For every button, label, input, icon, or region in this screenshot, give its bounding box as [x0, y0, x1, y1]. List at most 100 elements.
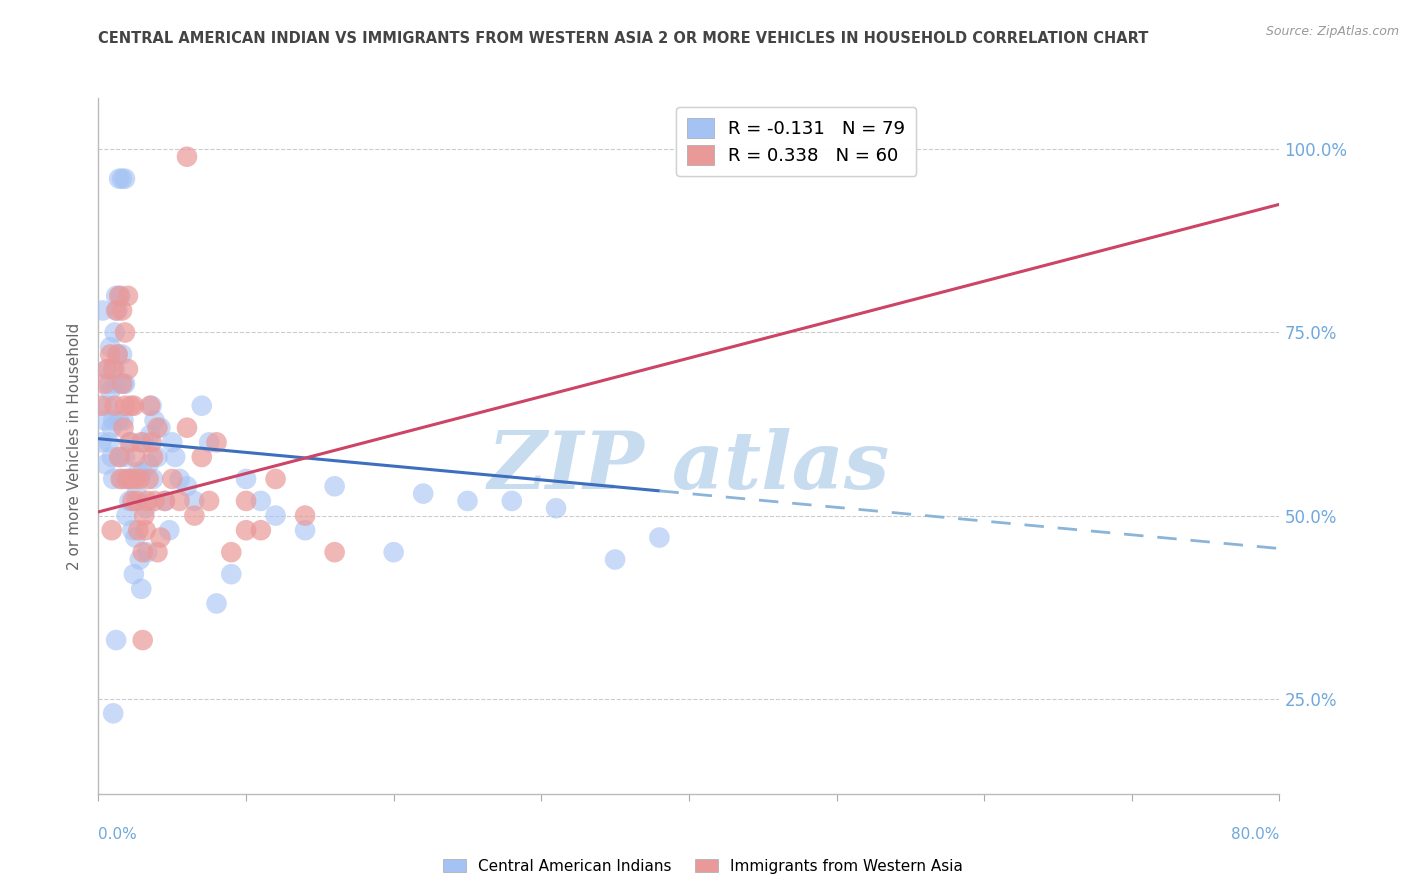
Point	[121, 494, 143, 508]
Point	[501, 494, 523, 508]
Point	[111, 376, 134, 391]
Point	[104, 399, 127, 413]
Point	[114, 450, 136, 464]
Point	[146, 545, 169, 559]
Point	[114, 171, 136, 186]
Point	[142, 472, 165, 486]
Point	[124, 472, 146, 486]
Point	[198, 494, 221, 508]
Point	[139, 399, 162, 413]
Point	[93, 376, 115, 391]
Text: 0.0%: 0.0%	[98, 827, 138, 841]
Point	[250, 494, 273, 508]
Point	[100, 523, 122, 537]
Point	[90, 399, 112, 413]
Text: CENTRAL AMERICAN INDIAN VS IMMIGRANTS FROM WESTERN ASIA 2 OR MORE VEHICLES IN HO: CENTRAL AMERICAN INDIAN VS IMMIGRANTS FR…	[98, 31, 1149, 46]
Point	[103, 472, 125, 486]
Point	[191, 399, 214, 413]
Point	[115, 508, 138, 523]
Y-axis label: 2 or more Vehicles in Household: 2 or more Vehicles in Household	[67, 322, 83, 570]
Point	[111, 472, 134, 486]
Point	[176, 420, 198, 434]
Point	[198, 435, 221, 450]
Text: ZIP atlas: ZIP atlas	[488, 428, 890, 506]
Point	[205, 435, 228, 450]
Point	[105, 303, 128, 318]
Point	[219, 545, 242, 559]
Point	[100, 420, 122, 434]
Point	[105, 633, 128, 648]
Point	[127, 465, 149, 479]
Point	[117, 289, 139, 303]
Point	[129, 582, 152, 596]
Point	[264, 508, 287, 523]
Point	[546, 501, 568, 516]
Point	[93, 413, 115, 427]
Point	[136, 494, 159, 508]
Point	[108, 450, 131, 464]
Point	[412, 486, 434, 500]
Point	[132, 545, 155, 559]
Point	[153, 494, 176, 508]
Point	[125, 486, 148, 500]
Point	[157, 523, 180, 537]
Point	[107, 347, 129, 361]
Point	[146, 450, 169, 464]
Point	[122, 567, 145, 582]
Point	[110, 450, 132, 464]
Point	[135, 501, 157, 516]
Point	[108, 289, 131, 303]
Point	[114, 326, 136, 340]
Point	[235, 472, 257, 486]
Point	[128, 472, 150, 486]
Point	[114, 399, 136, 413]
Point	[105, 289, 128, 303]
Point	[129, 435, 152, 450]
Point	[138, 472, 160, 486]
Point	[169, 494, 191, 508]
Point	[114, 376, 136, 391]
Point	[110, 289, 132, 303]
Legend: R = -0.131   N = 79, R = 0.338   N = 60: R = -0.131 N = 79, R = 0.338 N = 60	[676, 107, 917, 176]
Point	[108, 171, 131, 186]
Point	[165, 450, 187, 464]
Point	[162, 472, 183, 486]
Point	[121, 523, 143, 537]
Point	[128, 552, 150, 566]
Point	[103, 413, 125, 427]
Point	[96, 362, 118, 376]
Point	[191, 450, 214, 464]
Text: Source: ZipAtlas.com: Source: ZipAtlas.com	[1265, 25, 1399, 38]
Point	[118, 494, 141, 508]
Point	[104, 326, 127, 340]
Point	[96, 399, 118, 413]
Point	[97, 435, 120, 450]
Point	[250, 523, 273, 537]
Point	[134, 508, 156, 523]
Point	[124, 450, 146, 464]
Point	[125, 494, 148, 508]
Point	[176, 479, 198, 493]
Point	[90, 435, 112, 450]
Point	[91, 303, 114, 318]
Point	[382, 545, 405, 559]
Point	[122, 399, 145, 413]
Point	[294, 523, 316, 537]
Legend: Central American Indians, Immigrants from Western Asia: Central American Indians, Immigrants fro…	[437, 853, 969, 880]
Point	[205, 597, 228, 611]
Point	[235, 523, 257, 537]
Point	[183, 494, 205, 508]
Point	[112, 413, 135, 427]
Point	[134, 435, 156, 450]
Point	[294, 508, 316, 523]
Point	[120, 472, 142, 486]
Point	[132, 633, 155, 648]
Point	[138, 458, 160, 472]
Point	[141, 399, 163, 413]
Point	[117, 472, 139, 486]
Point	[103, 362, 125, 376]
Point	[264, 472, 287, 486]
Point	[141, 435, 163, 450]
Point	[98, 384, 121, 398]
Point	[107, 303, 129, 318]
